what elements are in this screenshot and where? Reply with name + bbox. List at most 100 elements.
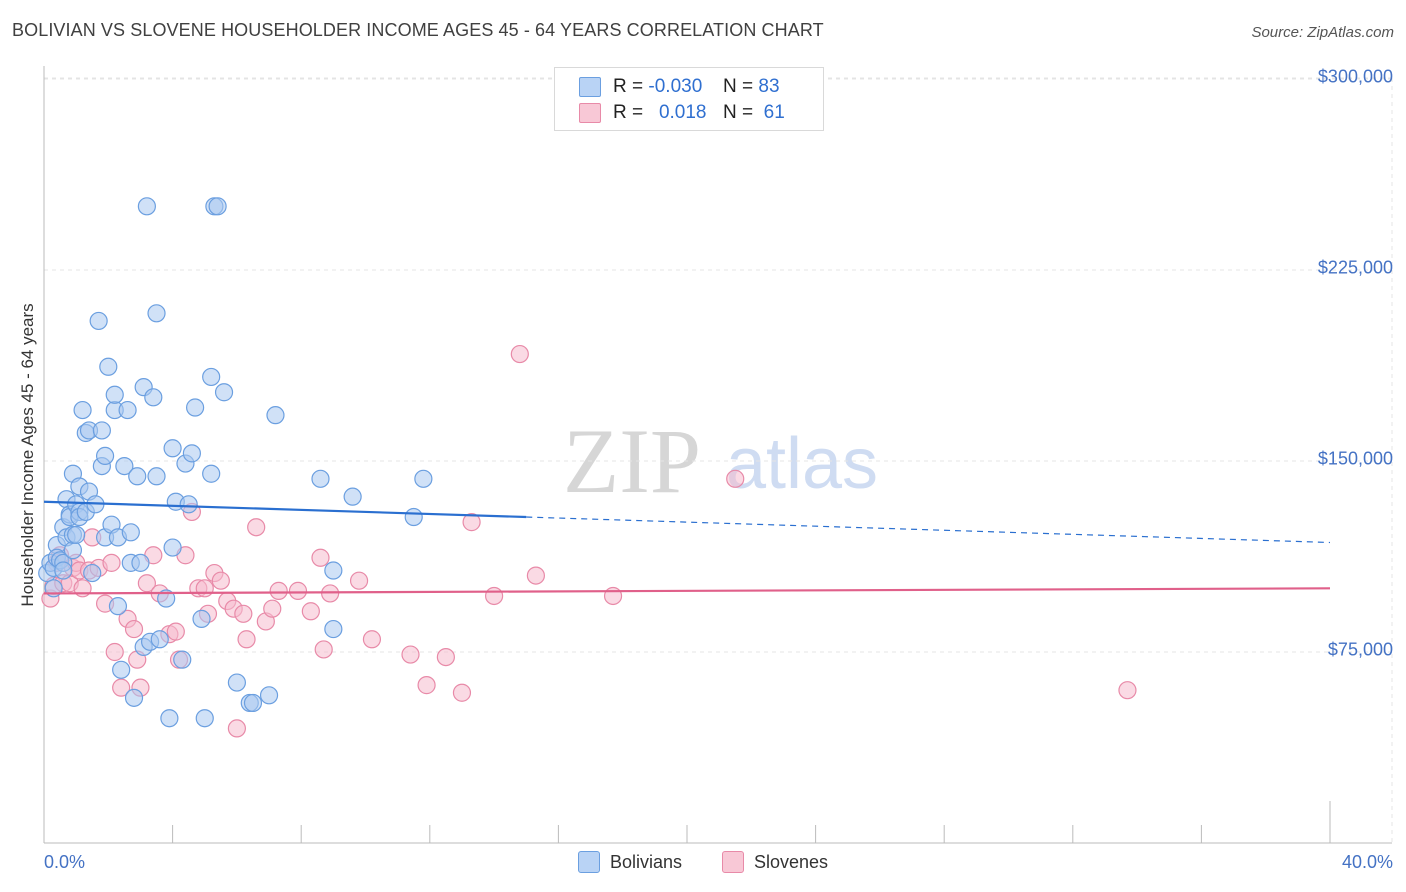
bolivians-point: [147, 467, 166, 486]
bolivians-point: [137, 197, 156, 216]
slovenes-point: [102, 553, 121, 572]
slovenes-point: [510, 344, 529, 364]
slovenes-point: [1118, 681, 1137, 700]
y-tick-label: $225,000: [1317, 257, 1393, 278]
r-value-bolivians: -0.030: [648, 76, 703, 97]
bolivians-point: [67, 525, 86, 544]
slovenes-point: [237, 630, 256, 649]
bolivians-point: [202, 367, 221, 387]
n-value-bolivians: 83: [758, 76, 780, 97]
legend-row-bolivians: R = -0.030 N = 83: [579, 75, 780, 99]
slovenes-point: [314, 640, 333, 659]
y-tick-label: $300,000: [1317, 66, 1393, 87]
bolivians-point: [311, 469, 330, 488]
bolivians-point: [160, 709, 179, 728]
slovenes-trend-line: [43, 587, 1331, 595]
slovenes-point: [301, 602, 320, 621]
bolivians-point: [343, 487, 362, 506]
n-label: N =: [723, 102, 754, 123]
bolivians-point: [214, 383, 234, 402]
bolivians-point: [173, 650, 192, 669]
bolivians-point: [195, 709, 214, 728]
bolivians-point: [324, 619, 343, 639]
y-tick-label: $75,000: [1327, 639, 1393, 660]
bolivians-point: [182, 444, 201, 463]
slovenes-point: [321, 584, 340, 603]
bolivians-point: [324, 561, 343, 580]
slovenes-point: [227, 719, 246, 738]
bolivians-point: [179, 495, 198, 514]
y-tick-label: $150,000: [1317, 448, 1393, 469]
bolivians-point: [227, 673, 246, 692]
bolivians-point: [118, 400, 137, 420]
slovenes-points: [41, 344, 1137, 738]
watermark-atlas: atlas: [726, 424, 878, 504]
bolivians-point: [157, 589, 176, 608]
bolivians-point: [163, 538, 182, 557]
bolivians-point: [414, 469, 433, 488]
bolivians-point: [202, 464, 221, 483]
bolivians-point: [150, 630, 169, 649]
bolivians-point: [192, 609, 211, 628]
bolivians-point: [105, 385, 124, 404]
legend-label-slovenes: Slovenes: [753, 851, 829, 872]
bolivians-points: [38, 197, 433, 728]
series-legend: Bolivians Slovenes: [0, 851, 1406, 873]
bolivians-trend-extension: [526, 516, 1331, 544]
correlation-legend: R = -0.030 N = 83 R = 0.018 N = 61: [554, 67, 824, 131]
slovenes-point: [452, 683, 472, 702]
bolivians-point: [54, 561, 73, 580]
source-label: Source: ZipAtlas.com: [1251, 24, 1394, 41]
bolivians-point: [115, 456, 134, 476]
slovenes-point: [462, 513, 481, 532]
bolivians-point: [121, 523, 140, 542]
bolivians-point: [144, 388, 163, 407]
bolivians-point: [208, 197, 227, 216]
r-value-slovenes: 0.018: [658, 102, 707, 123]
chart-title: BOLIVIAN VS SLOVENE HOUSEHOLDER INCOME A…: [12, 20, 824, 40]
bolivians-point: [128, 467, 147, 486]
slovenes-point: [485, 586, 504, 606]
x-tick-label-min: 0.0%: [44, 852, 86, 872]
slovenes-point: [195, 579, 214, 598]
slovenes-point: [288, 581, 308, 600]
bolivians-point: [163, 439, 182, 458]
legend-swatch-slovenes: [579, 103, 601, 123]
legend-item-bolivians: Bolivians: [577, 851, 682, 873]
legend-row-slovenes: R = 0.018 N = 61: [579, 101, 785, 125]
trend-lines: [43, 500, 1331, 595]
slovenes-point: [247, 518, 266, 537]
slovenes-point: [526, 566, 545, 585]
legend-label-bolivians: Bolivians: [609, 851, 682, 872]
slovenes-point: [269, 581, 288, 600]
bolivians-point: [83, 563, 102, 583]
slovenes-point: [603, 586, 623, 606]
bolivians-point: [63, 541, 83, 560]
n-label: N =: [723, 76, 754, 97]
slovenes-point: [105, 642, 124, 662]
bolivians-point: [186, 398, 205, 417]
bolivians-point: [259, 686, 279, 705]
n-value-slovenes: 61: [763, 102, 785, 123]
bolivians-point: [147, 304, 166, 323]
slovenes-point: [349, 571, 369, 590]
bolivians-point: [266, 406, 285, 425]
bolivians-point: [95, 446, 115, 466]
r-label: R =: [613, 76, 644, 97]
bolivians-point: [404, 507, 423, 527]
bolivians-point: [124, 688, 144, 707]
slovenes-point: [311, 548, 330, 567]
slovenes-point: [726, 469, 745, 488]
bolivians-point: [131, 553, 150, 572]
watermark: ZIP atlas: [563, 410, 878, 512]
bolivians-point: [92, 421, 111, 440]
legend-swatch-slovenes: [721, 851, 744, 873]
slovenes-point: [436, 647, 455, 667]
slovenes-point: [234, 604, 253, 623]
gridlines: [44, 77, 1393, 843]
bolivians-point: [108, 597, 128, 616]
slovenes-point: [362, 630, 382, 649]
slovenes-point: [166, 622, 185, 641]
slovenes-point: [401, 645, 420, 664]
